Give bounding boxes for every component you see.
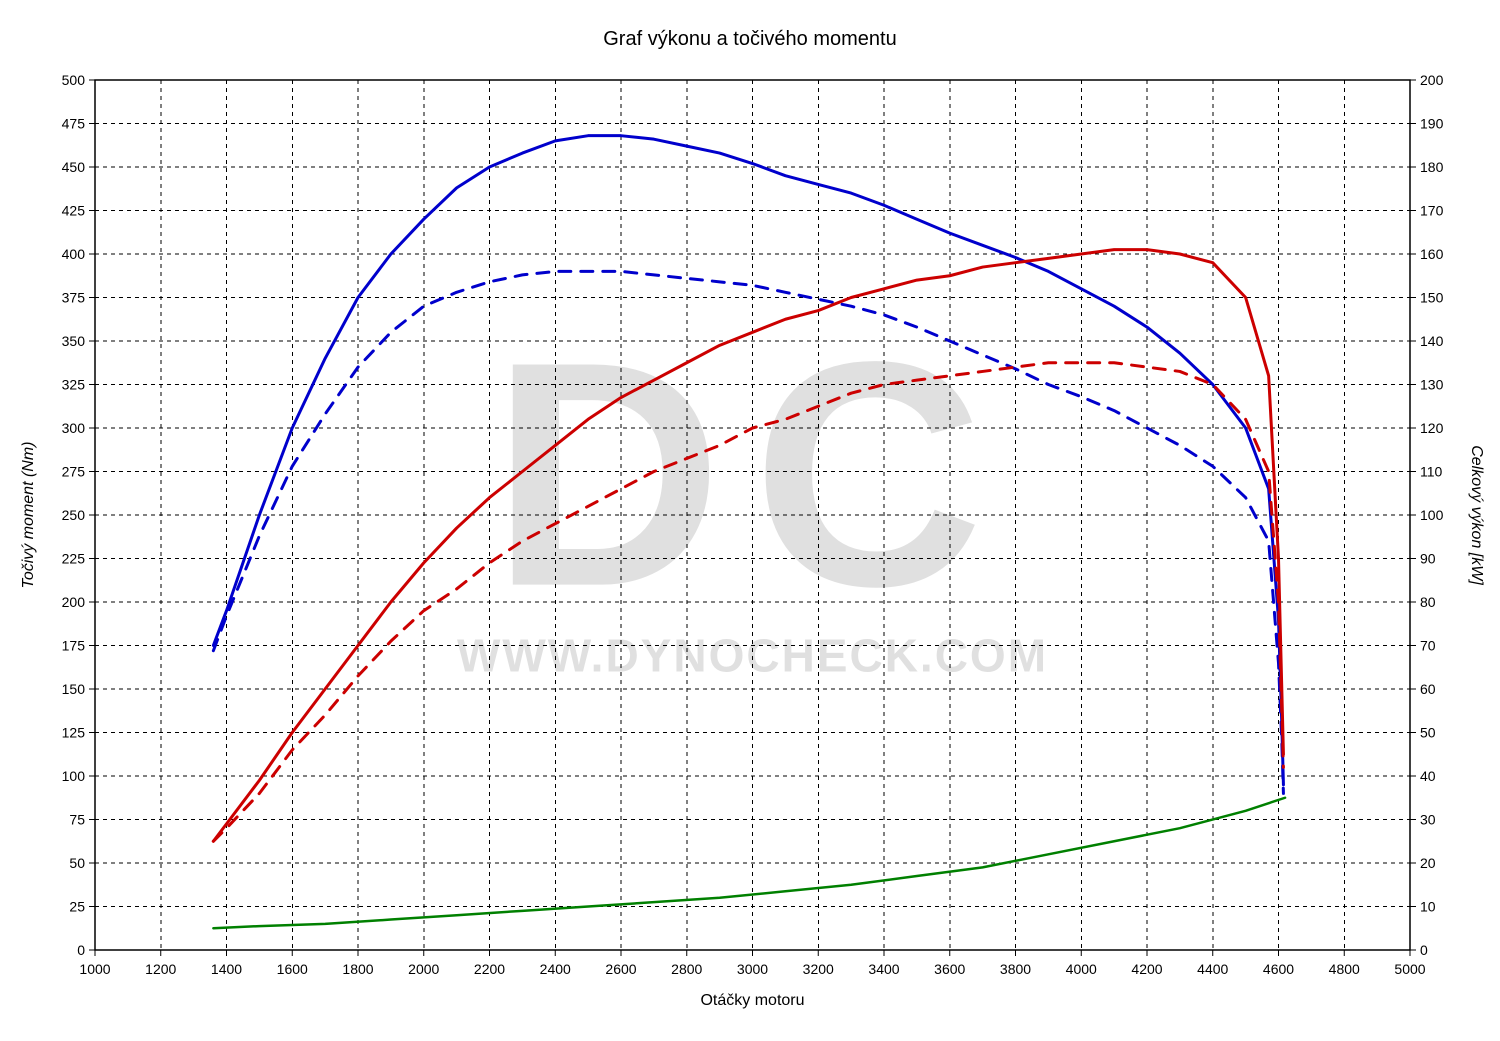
y-left-tick-label: 375 (62, 290, 86, 306)
x-axis-label: Otáčky motoru (700, 992, 804, 1009)
y-left-tick-label: 50 (69, 855, 85, 871)
x-tick-label: 3400 (868, 961, 899, 977)
y-left-tick-label: 450 (62, 159, 86, 175)
y-left-tick-label: 75 (69, 812, 85, 828)
x-tick-label: 3800 (1000, 961, 1031, 977)
y-right-tick-label: 20 (1420, 855, 1436, 871)
x-tick-label: 1800 (342, 961, 373, 977)
y-left-tick-label: 125 (62, 725, 86, 741)
y-right-tick-label: 50 (1420, 725, 1436, 741)
y-left-tick-label: 225 (62, 551, 86, 567)
y-right-axis-label: Celkový výkon [kW] (1468, 445, 1485, 585)
x-tick-label: 2000 (408, 961, 439, 977)
y-right-tick-label: 120 (1420, 420, 1444, 436)
y-left-tick-label: 300 (62, 420, 86, 436)
y-right-tick-label: 70 (1420, 638, 1436, 654)
y-right-tick-label: 110 (1420, 464, 1443, 480)
y-right-tick-label: 190 (1420, 116, 1444, 132)
x-tick-label: 4000 (1066, 961, 1097, 977)
x-tick-label: 1600 (277, 961, 308, 977)
y-left-tick-label: 325 (62, 377, 86, 393)
y-right-tick-label: 100 (1420, 507, 1444, 523)
x-tick-label: 4200 (1131, 961, 1162, 977)
y-left-tick-label: 425 (62, 203, 86, 219)
x-tick-label: 2400 (540, 961, 571, 977)
y-left-tick-label: 350 (62, 333, 86, 349)
y-left-tick-label: 100 (62, 768, 86, 784)
x-tick-label: 4600 (1263, 961, 1294, 977)
y-left-tick-label: 150 (62, 681, 86, 697)
y-left-tick-label: 275 (62, 464, 86, 480)
y-left-tick-label: 500 (62, 72, 86, 88)
x-tick-label: 2600 (605, 961, 636, 977)
y-left-tick-label: 400 (62, 246, 86, 262)
x-tick-label: 3000 (737, 961, 768, 977)
x-tick-label: 1200 (145, 961, 176, 977)
x-tick-label: 3600 (934, 961, 965, 977)
y-left-tick-label: 250 (62, 507, 86, 523)
y-left-axis-label: Točivý moment (Nm) (20, 442, 37, 589)
y-right-tick-label: 160 (1420, 246, 1444, 262)
y-right-tick-label: 40 (1420, 768, 1436, 784)
y-left-tick-label: 475 (62, 116, 86, 132)
y-right-tick-label: 140 (1420, 333, 1444, 349)
y-left-tick-label: 200 (62, 594, 86, 610)
y-right-tick-label: 180 (1420, 159, 1444, 175)
x-tick-label: 4800 (1329, 961, 1360, 977)
x-tick-label: 2800 (671, 961, 702, 977)
y-left-tick-label: 175 (62, 638, 86, 654)
x-tick-label: 5000 (1394, 961, 1425, 977)
x-tick-label: 1400 (211, 961, 242, 977)
y-left-tick-label: 25 (69, 899, 85, 915)
y-right-tick-label: 80 (1420, 594, 1436, 610)
y-right-tick-label: 200 (1420, 72, 1444, 88)
y-left-tick-label: 0 (77, 942, 85, 958)
x-tick-label: 1000 (79, 961, 110, 977)
x-tick-label: 2200 (474, 961, 505, 977)
y-right-tick-label: 130 (1420, 377, 1444, 393)
y-right-tick-label: 170 (1420, 203, 1444, 219)
x-tick-label: 4400 (1197, 961, 1228, 977)
x-tick-label: 3200 (803, 961, 834, 977)
y-right-tick-label: 10 (1420, 899, 1436, 915)
chart-svg: DCWWW.DYNOCHECK.COM100012001400160018002… (0, 0, 1500, 1041)
chart-title: Graf výkonu a točivého momentu (603, 28, 896, 50)
y-right-tick-label: 60 (1420, 681, 1436, 697)
y-right-tick-label: 30 (1420, 812, 1436, 828)
y-right-tick-label: 150 (1420, 290, 1444, 306)
y-right-tick-label: 0 (1420, 942, 1428, 958)
chart-container: DCWWW.DYNOCHECK.COM100012001400160018002… (0, 0, 1500, 1041)
y-right-tick-label: 90 (1420, 551, 1436, 567)
